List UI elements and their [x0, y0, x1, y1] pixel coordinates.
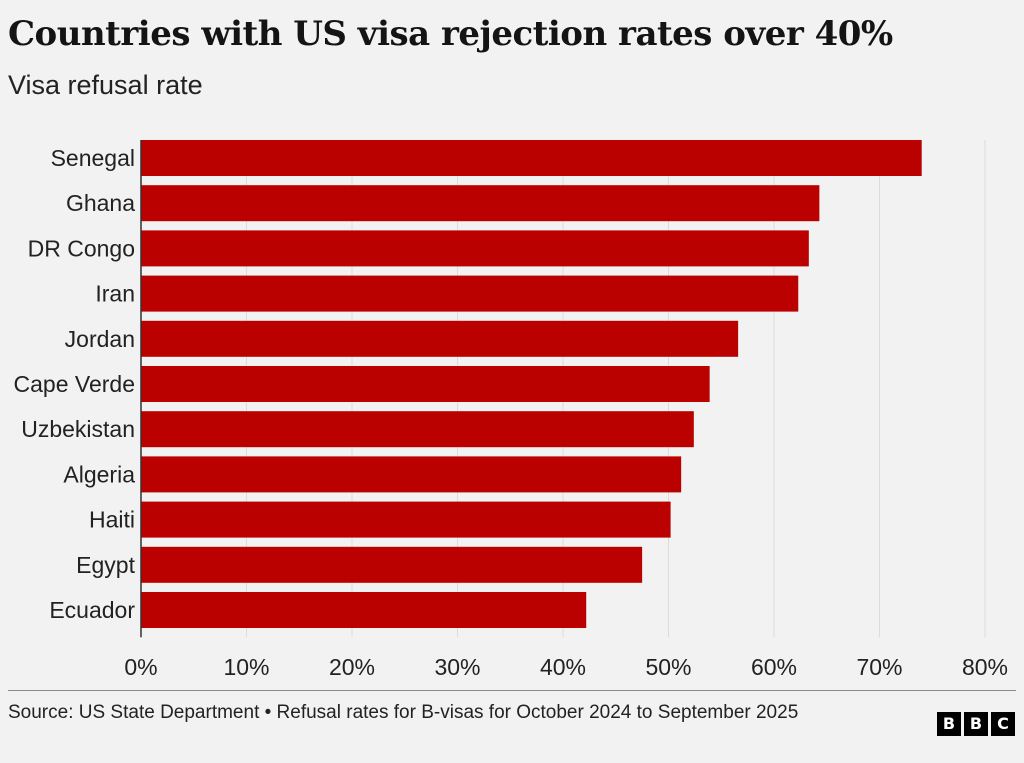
bar-egypt	[141, 546, 643, 583]
category-label-algeria: Algeria	[63, 461, 135, 487]
category-label-iran: Iran	[95, 281, 135, 307]
x-tick-label-0: 0%	[124, 654, 157, 680]
bar-cape-verde	[141, 366, 710, 402]
x-tick-label-60: 60%	[751, 654, 797, 680]
chart-title: Countries with US visa rejection rates o…	[8, 14, 893, 54]
bbc-logo-block-b1: B	[937, 712, 961, 736]
x-tick-label-20: 20%	[329, 654, 375, 680]
x-tick-label-30: 30%	[434, 654, 480, 680]
bar-chart: Senegal Ghana DR Congo Iran Jordan Cape Verde…	[14, 140, 1008, 680]
chart-subtitle: Visa refusal rate	[8, 70, 203, 100]
bar-uzbekistan	[141, 411, 694, 448]
bar-haiti	[141, 501, 671, 538]
category-label-cape-verde: Cape Verde	[14, 371, 135, 397]
category-label-senegal: Senegal	[51, 145, 135, 171]
bar-dr-congo	[141, 230, 809, 267]
bar-algeria	[141, 456, 682, 493]
footer-divider	[8, 690, 1016, 691]
x-tick-label-40: 40%	[540, 654, 586, 680]
category-label-ecuador: Ecuador	[49, 597, 135, 623]
source-note: Source: US State Department • Refusal ra…	[8, 702, 799, 723]
bar-iran	[141, 275, 799, 312]
category-label-jordan: Jordan	[65, 326, 135, 352]
category-label-dr-congo: DR Congo	[28, 235, 135, 261]
category-label-ghana: Ghana	[66, 190, 135, 216]
x-tick-label-50: 50%	[645, 654, 691, 680]
x-tick-label-80: 80%	[962, 654, 1008, 680]
x-tick-label-10: 10%	[223, 654, 269, 680]
x-tick-label-70: 70%	[856, 654, 902, 680]
bar-ghana	[141, 185, 820, 222]
category-label-uzbekistan: Uzbekistan	[21, 416, 135, 442]
category-label-haiti: Haiti	[89, 507, 135, 533]
bar-senegal	[141, 140, 922, 176]
bbc-logo-block-c: C	[991, 712, 1015, 736]
bbc-logo-block-b2: B	[964, 712, 988, 736]
bar-jordan	[141, 320, 739, 357]
bbc-logo: B B C	[937, 712, 1015, 736]
bar-ecuador	[141, 592, 587, 628]
category-label-egypt: Egypt	[76, 552, 135, 578]
